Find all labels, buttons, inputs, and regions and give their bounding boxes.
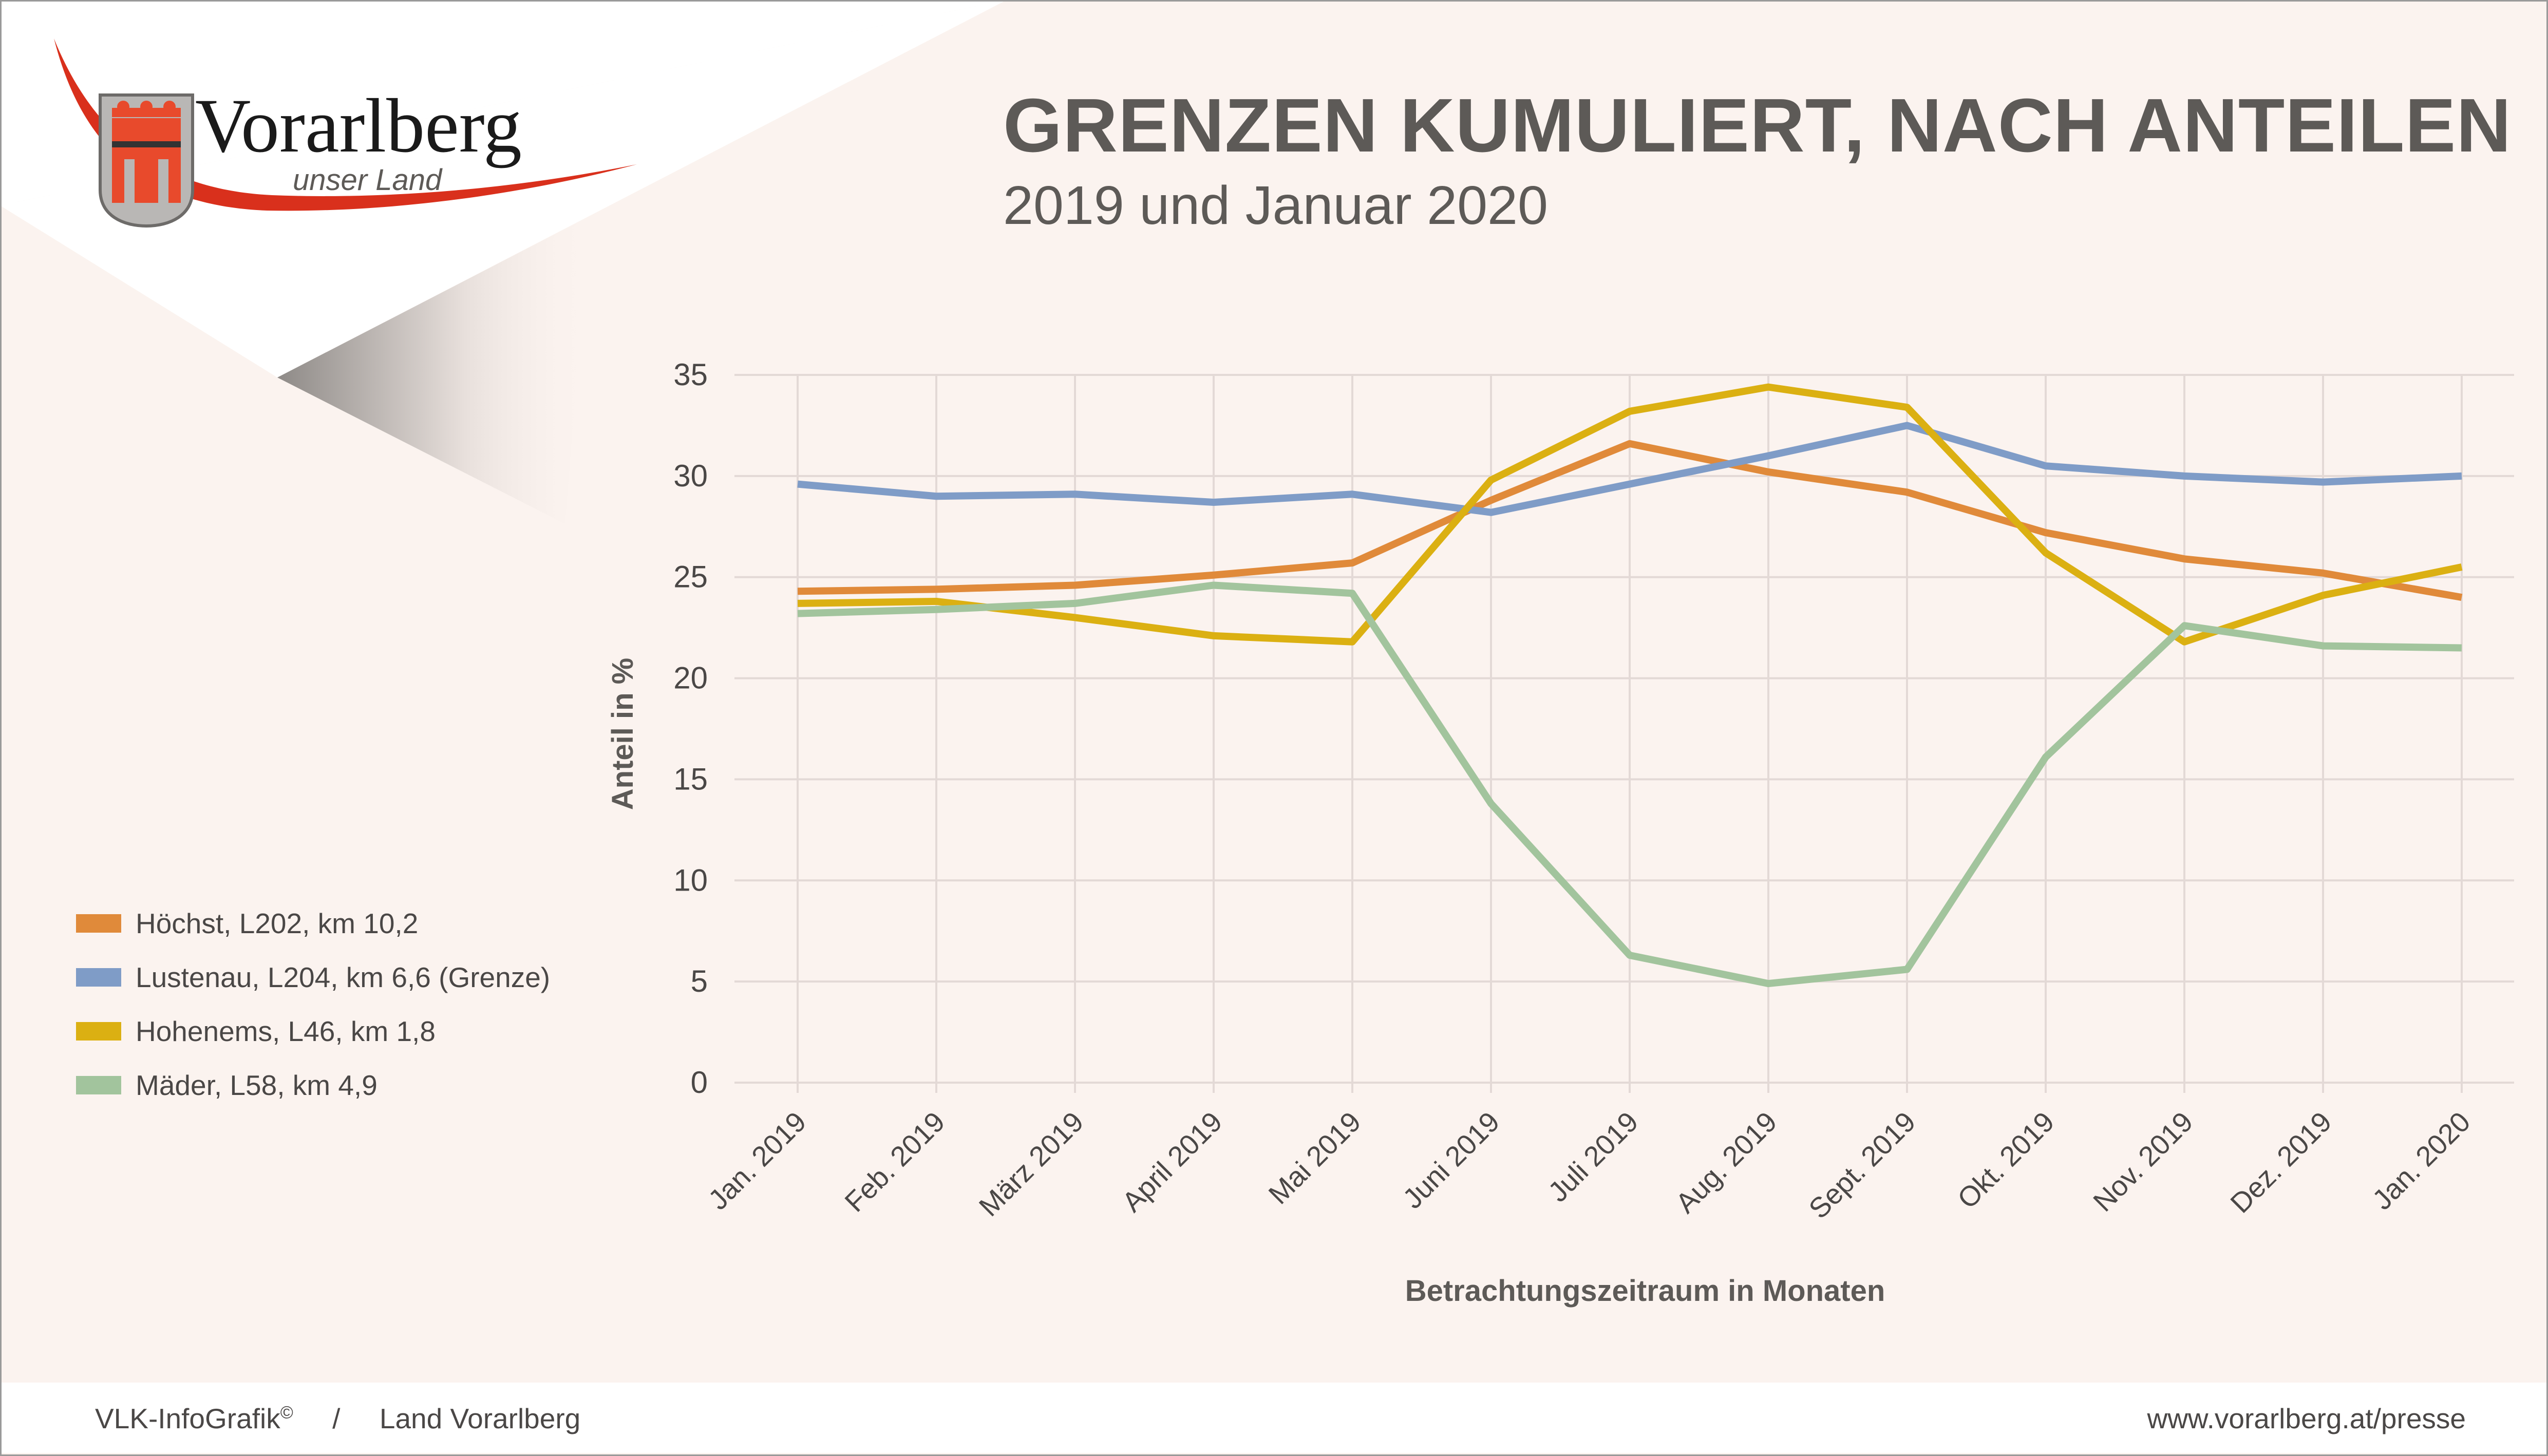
- series-line: [797, 581, 2462, 988]
- y-tick-label: 30: [673, 459, 708, 493]
- x-tick-label: Dez. 2019: [2224, 1106, 2337, 1219]
- x-tick-label: Aug. 2019: [1669, 1106, 1783, 1219]
- vorarlberg-logo: Vorarlberg unser Land: [54, 39, 637, 228]
- x-tick-label: Nov. 2019: [2087, 1106, 2199, 1218]
- legend-item: Höchst, L202, km 10,2: [76, 896, 550, 950]
- series-line: [797, 440, 2463, 601]
- copyright-mark: ©: [280, 1403, 293, 1423]
- chart-title: GRENZEN KUMULIERT, NACH ANTEILEN: [1003, 83, 2512, 168]
- y-tick-label: 25: [673, 560, 708, 594]
- footer-credit: VLK-InfoGrafik© / Land Vorarlberg: [95, 1402, 580, 1435]
- y-axis-label: Anteil in %: [606, 658, 639, 810]
- legend-item: Mäder, L58, km 4,9: [76, 1058, 550, 1112]
- x-tick-label: Feb. 2019: [838, 1106, 951, 1218]
- x-tick-label: Mai 2019: [1262, 1106, 1367, 1211]
- footer-source: VLK-InfoGrafik: [95, 1403, 280, 1434]
- legend-label: Lustenau, L204, km 6,6 (Grenze): [136, 961, 551, 993]
- footer-bar: [2, 1383, 2546, 1453]
- x-tick-label: April 2019: [1116, 1106, 1229, 1218]
- x-tick-label: Juni 2019: [1396, 1106, 1506, 1215]
- legend-label: Höchst, L202, km 10,2: [136, 907, 419, 939]
- footer-publisher: Land Vorarlberg: [379, 1403, 581, 1434]
- x-tick-label: März 2019: [973, 1106, 1090, 1223]
- footer-url[interactable]: www.vorarlberg.at/presse: [2147, 1403, 2466, 1434]
- logo-tagline: unser Land: [293, 163, 443, 197]
- legend-swatch: [76, 968, 121, 987]
- x-tick-label: Juli 2019: [1542, 1106, 1645, 1208]
- legend-label: Hohenems, L46, km 1,8: [136, 1015, 436, 1047]
- legend-swatch: [76, 1022, 121, 1041]
- legend-item: Hohenems, L46, km 1,8: [76, 1004, 550, 1058]
- legend-label: Mäder, L58, km 4,9: [136, 1069, 378, 1101]
- gradient-wedge: [277, 216, 591, 524]
- footer-separator: /: [332, 1403, 341, 1434]
- x-tick-label: Jan. 2020: [2366, 1106, 2477, 1216]
- series-line: [797, 422, 2462, 516]
- legend: Höchst, L202, km 10,2 Lustenau, L204, km…: [76, 896, 550, 1112]
- y-tick-label: 10: [673, 863, 708, 897]
- x-tick-label: Jan. 2019: [702, 1106, 813, 1216]
- x-axis-label: Betrachtungszeitraum in Monaten: [1405, 1274, 1885, 1308]
- y-tick-label: 35: [673, 357, 708, 392]
- y-tick-label: 15: [673, 762, 708, 796]
- x-tick-label: Sept. 2019: [1803, 1106, 1922, 1225]
- chart-subtitle: 2019 und Januar 2020: [1003, 175, 1548, 236]
- x-tick-label: Okt. 2019: [1951, 1106, 2060, 1215]
- y-tick-label: 0: [691, 1065, 708, 1100]
- legend-swatch: [76, 1075, 121, 1094]
- y-tick-label: 20: [673, 661, 708, 695]
- series-line: [797, 383, 2463, 646]
- logo-name: Vorarlberg: [195, 83, 522, 168]
- y-tick-label: 5: [691, 964, 708, 998]
- legend-swatch: [76, 914, 121, 933]
- legend-item: Lustenau, L204, km 6,6 (Grenze): [76, 950, 550, 1004]
